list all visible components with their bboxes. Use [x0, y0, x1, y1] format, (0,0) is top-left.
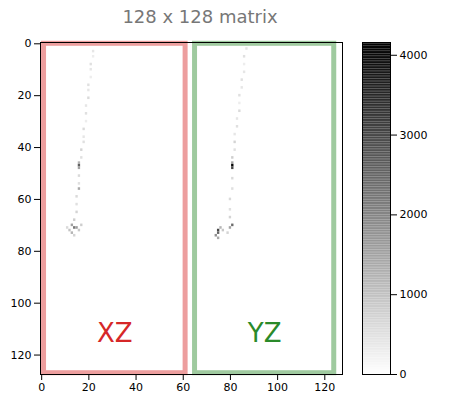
svg-text:60: 60 [18, 193, 32, 206]
html-text:128 x 128 matrix: 128 x 128 matrix [122, 6, 278, 27]
svg-text:60: 60 [176, 381, 190, 394]
svg-text:40: 40 [18, 141, 32, 154]
svg-text:2000: 2000 [400, 208, 428, 221]
svg-text:100: 100 [11, 297, 32, 310]
svg-text:4000: 4000 [400, 49, 428, 62]
svg-text:80: 80 [18, 245, 32, 258]
svg-text:YZ: YZ [247, 318, 282, 348]
svg-text:40: 40 [129, 381, 143, 394]
svg-text:120: 120 [314, 381, 335, 394]
svg-text:80: 80 [223, 381, 237, 394]
svg-text:20: 20 [18, 89, 32, 102]
svg-text:0: 0 [25, 37, 32, 50]
svg-text:0: 0 [400, 368, 407, 381]
svg-text:XZ: XZ [97, 318, 133, 348]
svg-text:3000: 3000 [400, 129, 428, 142]
svg-text:100: 100 [267, 381, 288, 394]
svg-text:1000: 1000 [400, 288, 428, 301]
svg-text:120: 120 [11, 349, 32, 362]
svg-text:0: 0 [38, 381, 45, 394]
svg-text:20: 20 [82, 381, 96, 394]
